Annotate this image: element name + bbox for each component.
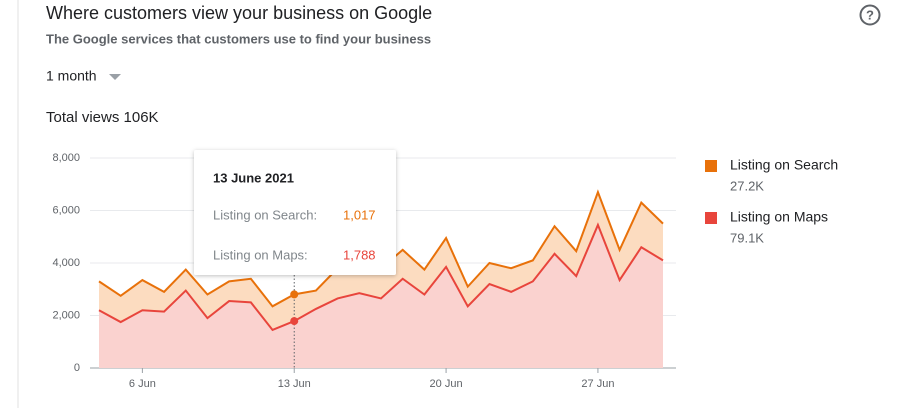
x-tick-label: 20 Jun (430, 378, 463, 390)
y-tick-label: 4,000 (52, 257, 80, 269)
y-tick-label: 2,000 (52, 309, 80, 321)
tooltip-label: Listing on Maps: (213, 247, 308, 262)
tooltip-box (194, 150, 396, 275)
y-tick-label: 6,000 (52, 204, 80, 216)
legend-label: Listing on Search (730, 157, 838, 173)
legend-total: 79.1K (730, 230, 764, 245)
tooltip-label: Listing on Search: (213, 207, 317, 222)
tooltip: 13 June 2021 Listing on Search: 1,017 Listi… (194, 150, 396, 275)
legend-swatch (705, 160, 717, 172)
hover-dot (290, 317, 299, 326)
y-tick-label: 0 (74, 362, 80, 374)
tooltip-value: 1,017 (343, 207, 376, 222)
title: Where customers view your business on Go… (46, 3, 432, 23)
tooltip-date: 13 June 2021 (213, 170, 294, 185)
period: 1 month (46, 68, 97, 84)
x-tick-label: 6 Jun (129, 378, 156, 390)
period-dropdown[interactable]: 1 month (46, 68, 121, 84)
line (98, 222, 664, 332)
svg-text:?: ? (866, 7, 874, 22)
subtitle: The Google services that customers use t… (46, 31, 431, 46)
hover-dot (290, 290, 299, 299)
tooltip-value: 1,788 (343, 247, 376, 262)
area (99, 224, 663, 368)
legend-label: Listing on Maps (730, 209, 828, 225)
x-tick-label: 13 Jun (278, 378, 311, 390)
legend-total: 27.2K (730, 178, 764, 193)
x-tick-label: 27 Jun (581, 378, 614, 390)
total-views: Total views 106K (46, 109, 159, 126)
y-tick-label: 8,000 (52, 152, 80, 164)
area (99, 192, 663, 330)
legend-swatch (705, 212, 717, 224)
help-icon[interactable]: ? (859, 4, 881, 26)
